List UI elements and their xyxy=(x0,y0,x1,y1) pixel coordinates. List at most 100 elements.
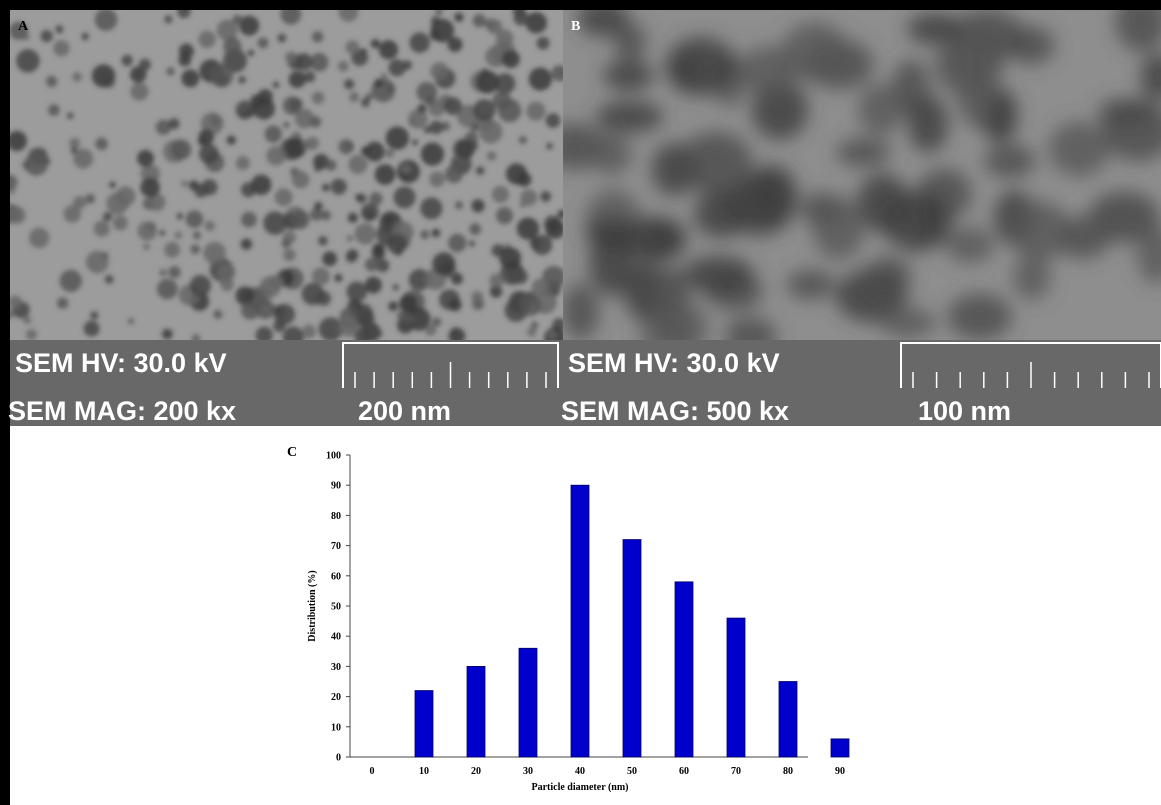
particle xyxy=(127,318,134,325)
particle xyxy=(374,164,396,185)
particle xyxy=(46,75,58,88)
particle xyxy=(159,229,166,237)
particle xyxy=(448,233,467,253)
particle xyxy=(491,185,510,203)
particle xyxy=(281,238,291,249)
particle xyxy=(751,80,809,140)
particle xyxy=(454,12,464,22)
mag-text: SEM MAG: 200 kx xyxy=(8,396,236,426)
particle xyxy=(220,277,234,292)
particle xyxy=(290,210,310,230)
particle xyxy=(29,227,50,249)
particle xyxy=(156,278,178,300)
particle xyxy=(309,116,322,128)
particle xyxy=(203,241,226,265)
particle xyxy=(361,203,379,221)
particle xyxy=(241,211,257,228)
particle xyxy=(812,196,865,260)
particle xyxy=(291,170,310,189)
particle xyxy=(1087,190,1161,245)
x-tick-label: 10 xyxy=(419,766,429,777)
particle xyxy=(501,50,520,69)
particle xyxy=(73,148,94,169)
particle xyxy=(322,251,338,267)
particle xyxy=(240,300,260,320)
particle xyxy=(548,331,557,340)
scale-box xyxy=(342,342,559,388)
particle xyxy=(451,272,463,285)
particle xyxy=(198,30,216,49)
particle xyxy=(432,252,456,276)
particle xyxy=(140,164,160,184)
particle xyxy=(431,228,441,238)
particle xyxy=(429,171,445,188)
particle xyxy=(499,247,522,270)
particle xyxy=(10,130,27,152)
particle xyxy=(343,78,355,90)
x-tick-label: 40 xyxy=(575,766,585,777)
bar xyxy=(414,690,434,758)
x-tick-label: 60 xyxy=(679,766,689,777)
particle xyxy=(109,181,116,189)
particle xyxy=(309,52,329,72)
y-tick-label: 90 xyxy=(331,481,341,492)
particle xyxy=(408,109,428,129)
particle xyxy=(142,243,150,251)
particle xyxy=(10,21,28,41)
particle xyxy=(137,149,155,167)
particle xyxy=(102,212,113,222)
y-tick-label: 20 xyxy=(331,692,341,703)
particle xyxy=(1097,98,1152,129)
particle xyxy=(185,210,204,229)
particle xyxy=(10,186,16,195)
particle xyxy=(1012,256,1051,300)
particle xyxy=(385,126,410,150)
particle xyxy=(589,232,635,296)
particle xyxy=(411,139,419,146)
particle xyxy=(346,249,359,262)
particle xyxy=(526,101,546,121)
particle xyxy=(147,193,166,212)
particle xyxy=(70,147,78,154)
particle xyxy=(495,29,514,48)
particle xyxy=(374,78,383,88)
particle xyxy=(338,10,359,22)
particle xyxy=(238,75,246,84)
particle xyxy=(288,70,306,89)
particle xyxy=(10,206,26,224)
particle xyxy=(216,263,236,282)
particle xyxy=(496,207,514,225)
particle xyxy=(283,248,296,262)
particle xyxy=(272,81,280,89)
particle xyxy=(168,266,181,279)
particle xyxy=(364,276,382,294)
particle xyxy=(836,138,891,167)
particle xyxy=(181,69,200,88)
particle xyxy=(106,192,129,215)
scale-box xyxy=(900,342,1161,388)
particle xyxy=(388,301,399,312)
info-bar xyxy=(10,340,1161,426)
particle xyxy=(864,256,912,296)
x-tick-label: 30 xyxy=(523,766,533,777)
particle xyxy=(322,183,330,192)
bar xyxy=(466,666,486,758)
particle xyxy=(177,10,191,19)
y-tick-label: 60 xyxy=(331,571,341,582)
particle xyxy=(516,217,540,240)
particle xyxy=(430,18,455,43)
particle xyxy=(311,31,324,43)
particle xyxy=(933,35,1004,97)
particle xyxy=(577,10,629,37)
particle xyxy=(665,37,737,97)
particle xyxy=(530,321,539,329)
particle xyxy=(204,220,216,232)
particle xyxy=(209,63,234,88)
particle xyxy=(235,156,250,171)
particle xyxy=(425,324,437,336)
particle xyxy=(28,149,35,156)
particle xyxy=(435,10,443,16)
particle xyxy=(447,37,463,53)
particle xyxy=(529,237,541,249)
particle xyxy=(129,66,147,83)
